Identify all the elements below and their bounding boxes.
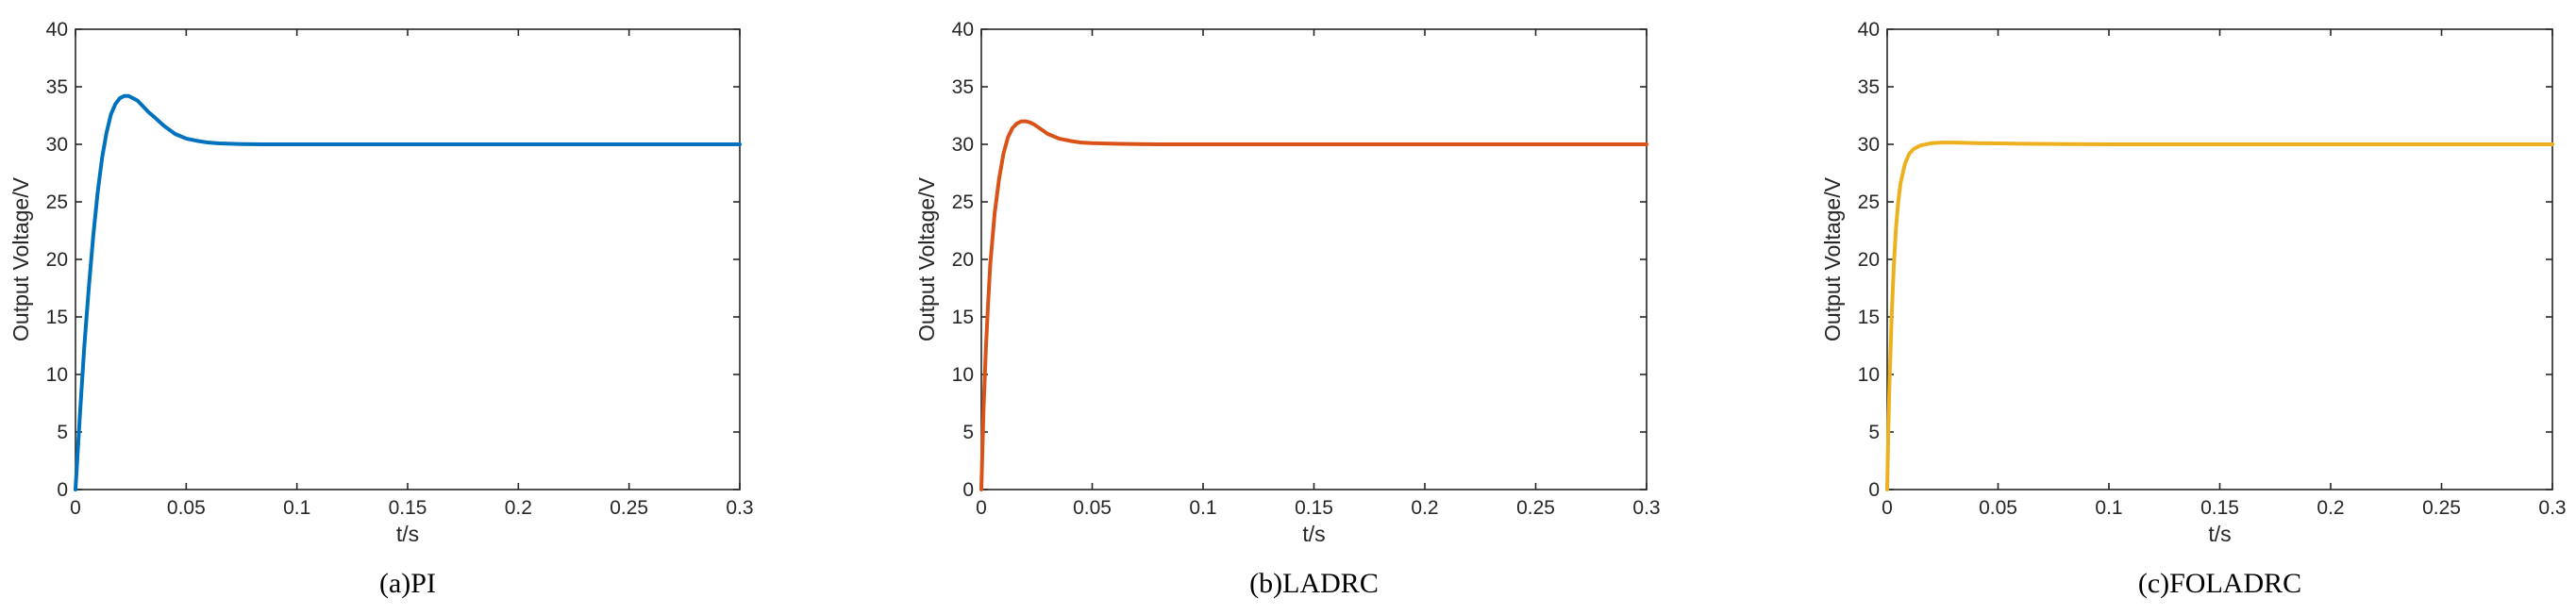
x-tick-label: 0.2	[505, 497, 532, 519]
y-tick-label: 5	[57, 422, 68, 443]
y-axis-label: Output Voltage/V	[8, 176, 33, 341]
x-tick-label: 0	[976, 497, 987, 519]
y-tick-label: 40	[46, 19, 68, 41]
y-tick-label: 30	[46, 134, 68, 156]
x-tick-label: 0.25	[1516, 497, 1555, 519]
y-tick-label: 35	[46, 76, 68, 98]
chart-caption: (a)PI	[379, 568, 436, 599]
x-tick-label: 0.05	[1979, 497, 2017, 519]
series-line	[979, 119, 1648, 491]
x-tick-label: 0.05	[1073, 497, 1112, 519]
y-tick-label: 15	[1858, 307, 1880, 328]
y-tick-label: 0	[1868, 479, 1880, 501]
x-tick-label: 0.15	[2200, 497, 2239, 519]
plot-area	[75, 28, 741, 490]
x-tick-label: 0.2	[2317, 497, 2344, 519]
x-tick-label: 0.2	[1411, 497, 1438, 519]
x-tick-label: 0.05	[167, 497, 206, 519]
y-tick-label: 25	[952, 191, 974, 213]
y-tick-label: 40	[1858, 19, 1880, 41]
y-tick-label: 40	[952, 19, 974, 41]
x-tick-label: 0.1	[1189, 497, 1216, 519]
x-tick-label: 0.15	[389, 497, 427, 519]
y-tick-label: 20	[46, 249, 68, 271]
series-line	[1885, 141, 2554, 491]
y-tick-label: 30	[1858, 134, 1880, 156]
series-line	[74, 93, 742, 491]
y-tick-label: 35	[952, 76, 974, 98]
y-tick-label: 15	[46, 307, 68, 328]
x-tick-label: 0.3	[2538, 497, 2566, 519]
x-tick-label: 0.15	[1295, 497, 1333, 519]
y-tick-label: 20	[1858, 249, 1880, 271]
chart-panel-3: 0 0.05 0.1 0.15 0.2 0.25 0.3 0 5 10 15 20 25 30 35 40 t/…	[1820, 19, 2567, 599]
y-tick-label: 0	[57, 479, 68, 501]
chart-panel-1: 0 0.05 0.1 0.15 0.2 0.25 0.3 0 5 10 15 20 25 30 35 40 t/…	[8, 19, 754, 599]
x-axis-label: t/s	[1302, 522, 1325, 546]
y-tick-label: 25	[1858, 191, 1880, 213]
y-tick-label: 10	[46, 364, 68, 386]
chart-panel-2: 0 0.05 0.1 0.15 0.2 0.25 0.3 0 5 10 15 20 25 30 35 40 t/…	[914, 19, 1661, 599]
plot-area	[980, 28, 1648, 490]
y-tick-label: 25	[46, 191, 68, 213]
y-tick-label: 15	[952, 307, 974, 328]
y-tick-label: 0	[962, 479, 974, 501]
y-tick-label: 20	[952, 249, 974, 271]
x-tick-label: 0	[1882, 497, 1893, 519]
y-tick-label: 5	[1868, 422, 1880, 443]
x-tick-label: 0.3	[726, 497, 753, 519]
x-axis-label: t/s	[2208, 522, 2231, 546]
y-tick-label: 10	[1858, 364, 1880, 386]
x-tick-label: 0.1	[283, 497, 310, 519]
plot-area	[1886, 28, 2553, 490]
y-axis-label: Output Voltage/V	[914, 176, 939, 341]
x-tick-label: 0.1	[2095, 497, 2122, 519]
x-tick-label: 0.3	[1632, 497, 1660, 519]
y-tick-label: 10	[952, 364, 974, 386]
x-tick-label: 0	[70, 497, 81, 519]
y-axis-label: Output Voltage/V	[1820, 176, 1845, 341]
x-tick-label: 0.25	[610, 497, 648, 519]
chart-caption: (b)LADRC	[1249, 568, 1379, 599]
y-tick-label: 5	[962, 422, 974, 443]
x-axis-label: t/s	[396, 522, 419, 546]
x-tick-label: 0.25	[2422, 497, 2461, 519]
y-tick-label: 30	[952, 134, 974, 156]
chart-caption: (c)FOLADRC	[2138, 568, 2301, 599]
y-tick-label: 35	[1858, 76, 1880, 98]
